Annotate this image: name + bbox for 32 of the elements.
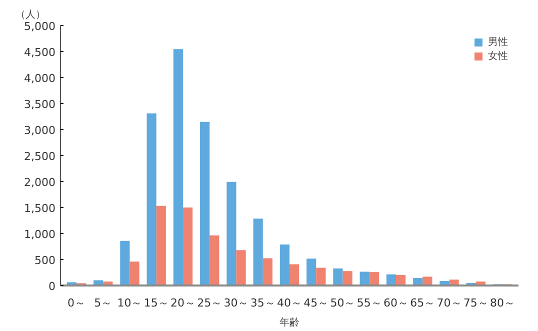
x-tick-label: 15～ bbox=[144, 296, 169, 310]
y-tick-label: 4,000 bbox=[24, 72, 56, 85]
x-tick-label: 5～ bbox=[94, 296, 112, 310]
x-tick-label: 75～ bbox=[463, 296, 488, 310]
y-tick-label: 4,500 bbox=[24, 46, 56, 59]
y-tick-label: 2,500 bbox=[24, 150, 56, 163]
x-tick-label: 25～ bbox=[197, 296, 222, 310]
y-tick-label: 0 bbox=[48, 280, 56, 293]
y-tick-label: 3,000 bbox=[24, 124, 56, 137]
y-tick-label: 3,500 bbox=[24, 98, 56, 111]
y-tick-label: 5,000 bbox=[24, 20, 56, 33]
x-tick-label: 55～ bbox=[356, 296, 382, 310]
x-tick-label: 80～ bbox=[490, 296, 516, 310]
x-tick-label: 40～ bbox=[277, 296, 302, 310]
x-tick-label: 10～ bbox=[117, 296, 142, 310]
x-tick-label: 60～ bbox=[384, 296, 409, 310]
x-tick-label: 20～ bbox=[170, 296, 196, 310]
x-tick-label: 50～ bbox=[330, 296, 356, 310]
x-tick-label: 0～ bbox=[67, 296, 86, 310]
x-tick-label: 30～ bbox=[224, 296, 249, 310]
y-axis-title: （人） bbox=[16, 10, 46, 20]
y-tick-label: 1,000 bbox=[24, 228, 56, 241]
legend-label: 女性 bbox=[488, 50, 508, 63]
legend-label: 男性 bbox=[488, 36, 508, 49]
x-tick-label: 65～ bbox=[410, 296, 436, 310]
x-axis-title: 年齢 bbox=[280, 316, 300, 328]
x-tick-label: 35～ bbox=[250, 296, 276, 310]
x-tick-label: 45～ bbox=[304, 296, 329, 310]
x-tick-label: 70～ bbox=[436, 296, 462, 310]
y-tick-label: 500 bbox=[34, 254, 56, 267]
y-tick-label: 1,500 bbox=[24, 202, 56, 215]
y-tick-label: 2,000 bbox=[24, 176, 56, 189]
